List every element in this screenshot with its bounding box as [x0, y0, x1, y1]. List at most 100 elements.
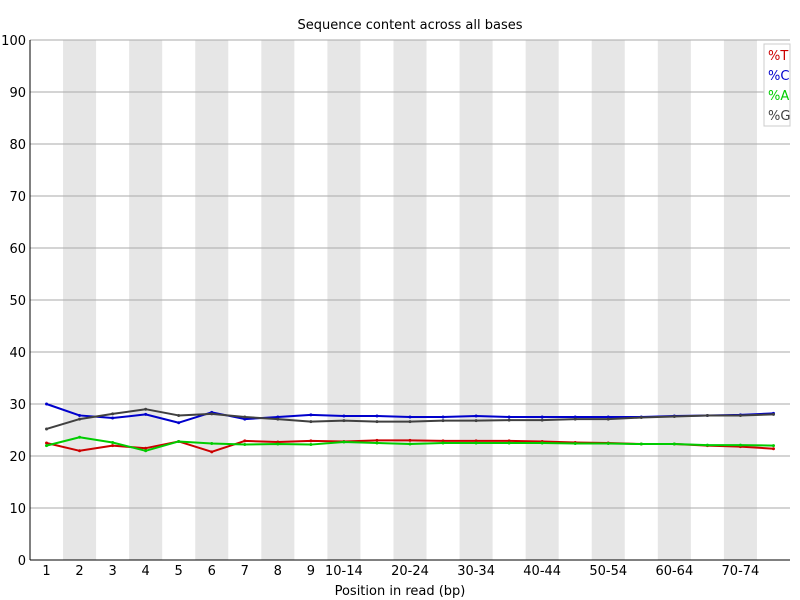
point-g-0 — [45, 427, 49, 431]
x-tick-50-54: 50-54 — [589, 564, 627, 579]
point-t-6 — [243, 439, 247, 443]
series-a — [45, 435, 775, 453]
x-tick-4: 4 — [142, 564, 150, 579]
point-g-12 — [441, 419, 445, 423]
series-g — [45, 407, 775, 431]
point-t-14 — [507, 439, 511, 443]
point-a-19 — [672, 442, 676, 446]
point-g-18 — [639, 416, 643, 420]
point-a-22 — [771, 444, 775, 448]
x-tick-40-44: 40-44 — [523, 564, 561, 579]
point-c-15 — [540, 415, 544, 419]
point-t-7 — [276, 440, 280, 444]
point-t-22 — [771, 447, 775, 451]
point-a-20 — [705, 443, 709, 447]
y-tick-10: 10 — [9, 502, 26, 517]
point-c-4 — [177, 421, 181, 425]
y-tick-labels: 0 10 20 30 40 50 60 70 80 90 100 — [1, 34, 26, 569]
point-c-13 — [474, 414, 478, 418]
y-tick-60: 60 — [9, 242, 26, 257]
x-tick-10-14: 10-14 — [325, 564, 363, 579]
axes — [29, 40, 790, 561]
point-a-12 — [441, 441, 445, 445]
point-t-0 — [45, 441, 49, 445]
point-g-8 — [309, 420, 313, 424]
y-tick-30: 30 — [9, 398, 26, 413]
y-tick-20: 20 — [9, 450, 26, 465]
point-g-11 — [408, 420, 412, 424]
point-a-17 — [606, 442, 610, 446]
point-c-2 — [111, 416, 115, 420]
x-tick-20-24: 20-24 — [391, 564, 429, 579]
point-a-14 — [507, 441, 511, 445]
x-tick-70-74: 70-74 — [722, 564, 760, 579]
point-g-10 — [375, 420, 379, 424]
point-g-4 — [177, 413, 181, 417]
x-tick-8: 8 — [274, 564, 282, 579]
horizontal-gridlines — [30, 39, 790, 509]
point-c-0 — [45, 402, 49, 406]
point-a-8 — [309, 443, 313, 447]
y-tick-40: 40 — [9, 346, 26, 361]
x-tick-2: 2 — [75, 564, 83, 579]
x-tick-9: 9 — [307, 564, 315, 579]
point-t-1 — [78, 449, 82, 453]
x-tick-60-64: 60-64 — [655, 564, 693, 579]
point-g-17 — [606, 417, 610, 421]
point-a-7 — [276, 442, 280, 446]
x-tick-1: 1 — [42, 564, 50, 579]
point-a-16 — [573, 442, 577, 446]
point-a-6 — [243, 443, 247, 447]
x-tick-30-34: 30-34 — [457, 564, 495, 579]
point-t-10 — [375, 438, 379, 442]
point-c-6 — [243, 417, 247, 421]
point-c-9 — [342, 414, 346, 418]
point-g-16 — [573, 417, 577, 421]
point-g-22 — [771, 412, 775, 416]
y-tick-80: 80 — [9, 138, 26, 153]
point-c-7 — [276, 415, 280, 419]
point-c-11 — [408, 415, 412, 419]
chart-title: Sequence content across all bases — [297, 18, 522, 33]
point-a-21 — [738, 443, 742, 447]
legend-g: %G — [768, 109, 790, 124]
point-t-11 — [408, 438, 412, 442]
series-layer — [45, 402, 775, 454]
point-g-6 — [243, 415, 247, 419]
point-c-10 — [375, 414, 379, 418]
point-g-3 — [144, 407, 148, 411]
point-a-2 — [111, 440, 115, 444]
point-a-10 — [375, 441, 379, 445]
point-t-12 — [441, 439, 445, 443]
y-tick-90: 90 — [9, 86, 26, 101]
point-a-11 — [408, 442, 412, 446]
point-t-8 — [309, 439, 313, 443]
point-g-13 — [474, 419, 478, 423]
point-c-12 — [441, 415, 445, 419]
x-tick-5: 5 — [175, 564, 183, 579]
point-g-5 — [210, 412, 214, 416]
point-a-18 — [639, 442, 643, 446]
point-c-17 — [606, 415, 610, 419]
legend-box — [763, 43, 791, 127]
legend-c: %C — [768, 69, 789, 84]
y-tick-70: 70 — [9, 190, 26, 205]
point-a-3 — [144, 449, 148, 453]
legend-t: %T — [768, 49, 788, 64]
point-a-5 — [210, 442, 214, 446]
point-g-15 — [540, 418, 544, 422]
x-tick-6: 6 — [208, 564, 216, 579]
point-g-2 — [111, 412, 115, 416]
y-tick-0: 0 — [18, 554, 26, 569]
point-c-16 — [573, 415, 577, 419]
point-a-4 — [177, 439, 181, 443]
x-tick-3: 3 — [108, 564, 116, 579]
point-a-15 — [540, 441, 544, 445]
point-a-0 — [45, 444, 49, 448]
x-tick-7: 7 — [241, 564, 249, 579]
point-c-1 — [78, 413, 82, 417]
point-t-3 — [144, 446, 148, 450]
point-a-9 — [342, 440, 346, 444]
point-g-14 — [507, 418, 511, 422]
